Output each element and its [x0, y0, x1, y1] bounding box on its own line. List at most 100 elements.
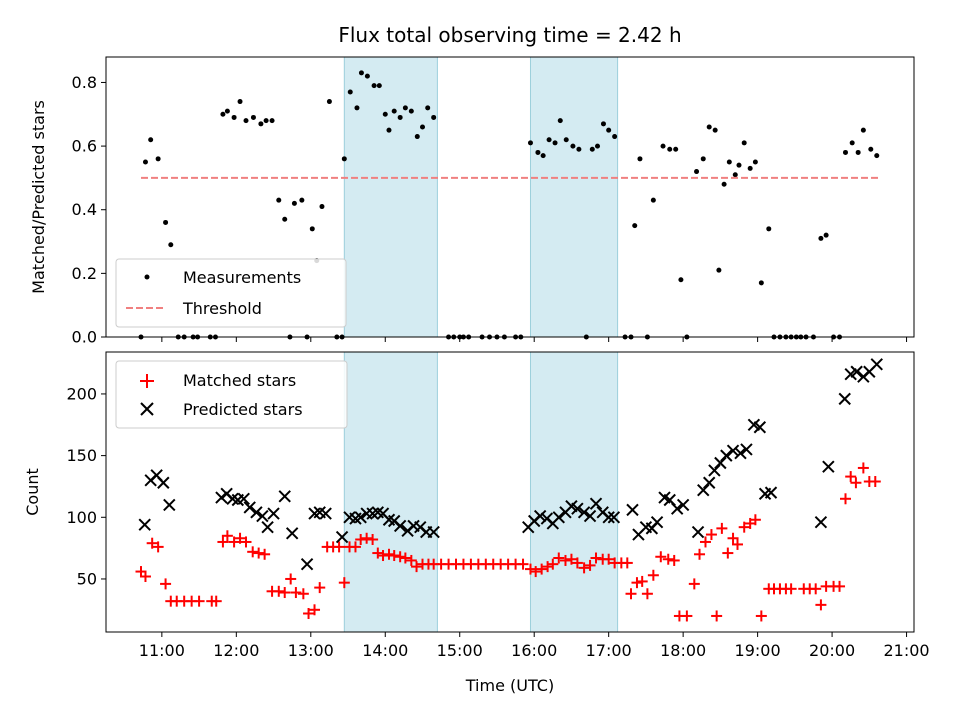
legend-predicted-marker — [140, 402, 154, 416]
measurement-point — [589, 146, 595, 152]
predicted-point — [237, 492, 250, 505]
matched-point — [524, 563, 536, 575]
bottom-y-ticks: 50 100 150 200 — [66, 384, 106, 588]
matched-point — [405, 554, 417, 566]
predicted-point — [589, 497, 603, 510]
predicted-point — [697, 483, 710, 497]
predicted-point — [676, 498, 690, 512]
matched-point — [210, 595, 222, 607]
measurement-point — [563, 137, 569, 143]
matched-point — [309, 604, 321, 616]
measurement-point — [632, 223, 638, 229]
matched-point — [727, 532, 739, 544]
predicted-point — [319, 507, 332, 520]
top-axes-frame — [105, 56, 915, 338]
predicted-point — [533, 509, 547, 523]
matched-point — [815, 599, 827, 611]
top-legend: Measurements Threshold — [115, 258, 347, 328]
matched-point — [259, 548, 271, 560]
matched-point — [578, 562, 590, 574]
matched-point — [850, 477, 862, 489]
matched-point — [559, 554, 571, 566]
measurement-point — [612, 134, 618, 140]
predicted-point — [577, 506, 591, 519]
matched-point — [253, 547, 265, 559]
matched-point — [314, 582, 326, 594]
measurement-point — [168, 242, 174, 248]
shaded-range — [343, 56, 438, 338]
matched-point — [388, 550, 400, 562]
matched-point — [367, 533, 379, 545]
matched-point — [722, 547, 734, 559]
measurement-point — [557, 118, 563, 124]
matched-point — [738, 521, 750, 533]
matched-point — [217, 536, 229, 548]
predicted-point — [602, 511, 615, 524]
measurement-point — [637, 156, 643, 162]
matched-point — [297, 588, 309, 600]
legend-matched-marker — [140, 374, 154, 388]
measurement-point — [269, 118, 275, 124]
predicted-point — [163, 498, 176, 512]
measurement-point — [758, 280, 764, 286]
matched-point — [631, 577, 643, 589]
measurement-point — [552, 140, 558, 146]
measurement-point — [408, 108, 414, 114]
predicted-point — [354, 511, 367, 524]
top-y-ticks: 0.0 0.2 0.4 0.6 0.8 — [72, 73, 106, 347]
measurement-point — [347, 89, 353, 95]
measurement-point — [726, 159, 732, 165]
measurement-point — [397, 114, 403, 120]
measurement-point — [535, 149, 541, 155]
measurement-point — [766, 226, 772, 232]
predicted-point — [261, 520, 274, 534]
measurement-point — [747, 165, 753, 171]
matched-point — [333, 541, 345, 553]
matched-point — [193, 595, 205, 607]
measurement-point — [721, 181, 727, 187]
matched-point — [785, 583, 797, 595]
matched-point — [349, 541, 361, 553]
measurement-point — [842, 149, 848, 155]
predicted-point — [157, 476, 170, 489]
measurement-point — [576, 146, 582, 152]
measurement-point — [224, 108, 230, 114]
matched-point — [234, 532, 246, 544]
matched-point — [668, 554, 680, 566]
matched-point — [636, 575, 648, 587]
shaded-range — [529, 56, 619, 338]
measurement-point — [818, 235, 824, 241]
predicted-point — [650, 516, 664, 529]
matched-point — [394, 551, 406, 563]
measurement-point — [700, 156, 706, 162]
measurement-point — [326, 99, 332, 105]
predicted-point — [267, 507, 280, 520]
measurement-point — [358, 70, 364, 76]
measurement-point — [716, 267, 722, 273]
measurement-point — [142, 159, 148, 165]
matched-point — [221, 530, 233, 542]
measurement-point — [736, 162, 742, 168]
measurement-point — [148, 137, 154, 143]
matched-point — [565, 553, 577, 565]
matched-point — [647, 569, 659, 581]
y-tick-label: 0.4 — [72, 200, 97, 219]
predicted-point — [607, 511, 621, 524]
matched-point — [857, 462, 869, 474]
measurement-point — [364, 73, 370, 79]
matched-point — [603, 553, 615, 565]
matched-point — [399, 552, 411, 564]
x-tick-label: 16:00 — [511, 641, 557, 660]
chart-title: Flux total observing time = 2.42 h — [338, 23, 681, 47]
matched-point — [377, 550, 389, 562]
matched-point — [681, 610, 693, 622]
y-tick-label: 200 — [66, 384, 97, 403]
matched-point — [372, 547, 384, 559]
measurement-point — [752, 159, 758, 165]
bottom-axes-frame — [105, 351, 915, 633]
matched-point — [655, 551, 667, 563]
measurement-point — [299, 197, 305, 203]
measurement-point — [220, 111, 226, 117]
predicted-point — [285, 527, 299, 540]
matched-point — [247, 546, 259, 558]
